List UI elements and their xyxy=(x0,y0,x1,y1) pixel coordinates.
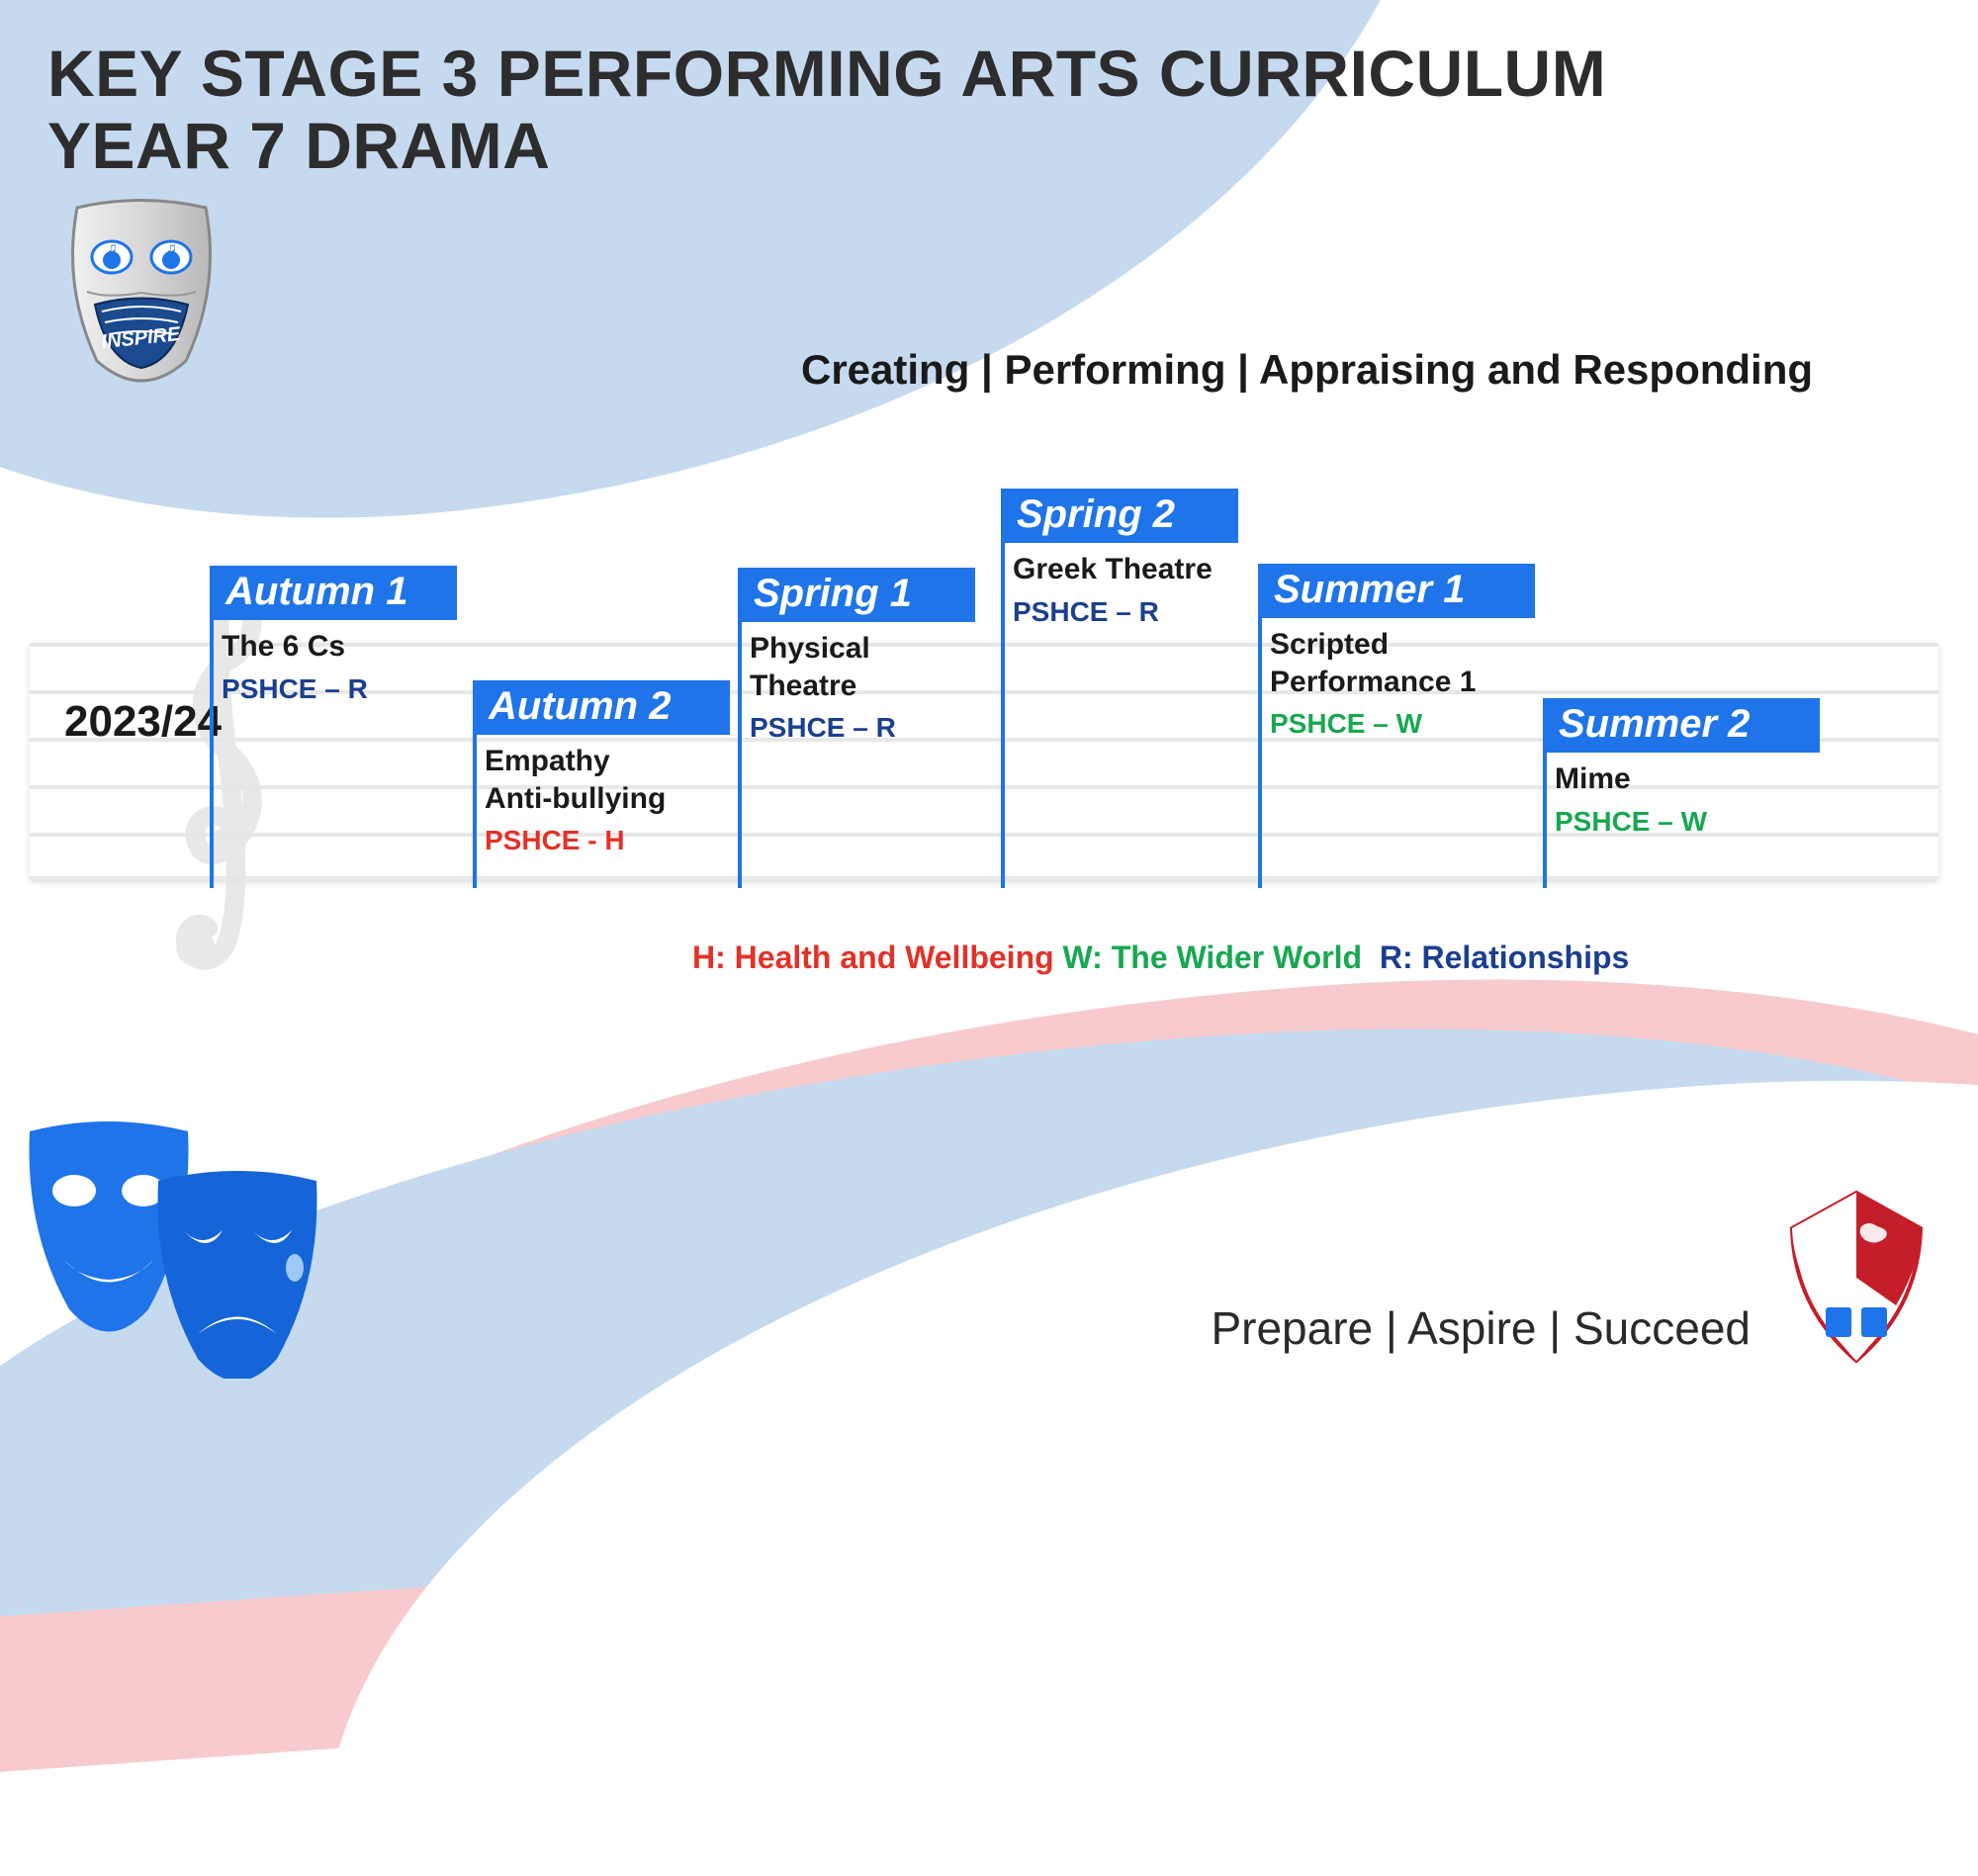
title-line-1: KEY STAGE 3 PERFORMING ARTS CURRICULUM xyxy=(47,38,1606,110)
term-card-spring2: Spring 2 Greek Theatre PSHCE – R xyxy=(1001,489,1238,629)
term-bar xyxy=(473,680,477,888)
term-bar xyxy=(1001,489,1005,888)
svg-text:♫: ♫ xyxy=(166,239,177,255)
term-header-spring1: Spring 1 xyxy=(738,568,975,622)
term-card-summer2: Summer 2 Mime PSHCE – W xyxy=(1543,698,1820,839)
school-crest-icon xyxy=(1782,1189,1931,1367)
term-pshce-tag: PSHCE – W xyxy=(1555,804,1820,839)
legend-health: H: Health and Wellbeing xyxy=(692,939,1054,975)
term-pshce-tag: PSHCE - H xyxy=(485,823,730,857)
term-pshce-tag: PSHCE – R xyxy=(222,671,457,706)
term-bar xyxy=(738,568,742,888)
term-bar xyxy=(210,566,214,888)
term-header-autumn1: Autumn 1 xyxy=(210,566,457,620)
term-body-autumn2: EmpathyAnti-bullying PSHCE - H xyxy=(473,735,730,857)
term-topic: Mime xyxy=(1555,760,1820,798)
term-card-autumn1: Autumn 1 The 6 Cs PSHCE – R xyxy=(210,566,457,706)
legend-relationships: R: Relationships xyxy=(1380,939,1629,975)
term-topic: Physical Theatre xyxy=(750,630,975,704)
term-topic: EmpathyAnti-bullying xyxy=(485,743,730,817)
term-header-summer2: Summer 2 xyxy=(1543,698,1820,753)
term-body-autumn1: The 6 Cs PSHCE – R xyxy=(210,620,457,706)
term-card-autumn2: Autumn 2 EmpathyAnti-bullying PSHCE - H xyxy=(473,680,730,857)
term-header-summer1: Summer 1 xyxy=(1258,564,1535,618)
pshce-legend: H: Health and Wellbeing W: The Wider Wor… xyxy=(692,939,1629,976)
svg-text:♫: ♫ xyxy=(107,239,118,255)
term-body-spring1: Physical Theatre PSHCE – R xyxy=(738,622,975,745)
term-header-autumn2: Autumn 2 xyxy=(473,680,730,735)
school-motto: Prepare | Aspire | Succeed xyxy=(1211,1301,1751,1355)
legend-wider-world: W: The Wider World xyxy=(1063,939,1363,975)
term-body-summer2: Mime PSHCE – W xyxy=(1543,753,1820,839)
term-pshce-tag: PSHCE – W xyxy=(1270,706,1535,741)
term-bar xyxy=(1258,564,1262,888)
title-line-2: YEAR 7 DRAMA xyxy=(47,110,1606,182)
term-bar xyxy=(1543,698,1547,888)
term-topic: Greek Theatre xyxy=(1013,551,1238,588)
page-title: KEY STAGE 3 PERFORMING ARTS CURRICULUM Y… xyxy=(47,38,1606,181)
term-body-summer1: ScriptedPerformance 1 PSHCE – W xyxy=(1258,618,1535,741)
term-pshce-tag: PSHCE – R xyxy=(1013,594,1238,629)
term-pshce-tag: PSHCE – R xyxy=(750,710,975,745)
term-card-spring1: Spring 1 Physical Theatre PSHCE – R xyxy=(738,568,975,745)
subtitle: Creating | Performing | Appraising and R… xyxy=(801,346,1813,394)
drama-masks-icon xyxy=(10,1082,346,1379)
inspire-mask-icon: ♫ ♫ INSPIRE xyxy=(57,198,225,396)
term-body-spring2: Greek Theatre PSHCE – R xyxy=(1001,543,1238,629)
year-label: 2023/24 xyxy=(64,697,222,747)
bg-wave-white-bottom xyxy=(276,1020,1978,1876)
term-topic: The 6 Cs xyxy=(222,628,457,666)
term-card-summer1: Summer 1 ScriptedPerformance 1 PSHCE – W xyxy=(1258,564,1535,741)
term-topic: ScriptedPerformance 1 xyxy=(1270,626,1535,700)
term-header-spring2: Spring 2 xyxy=(1001,489,1238,543)
